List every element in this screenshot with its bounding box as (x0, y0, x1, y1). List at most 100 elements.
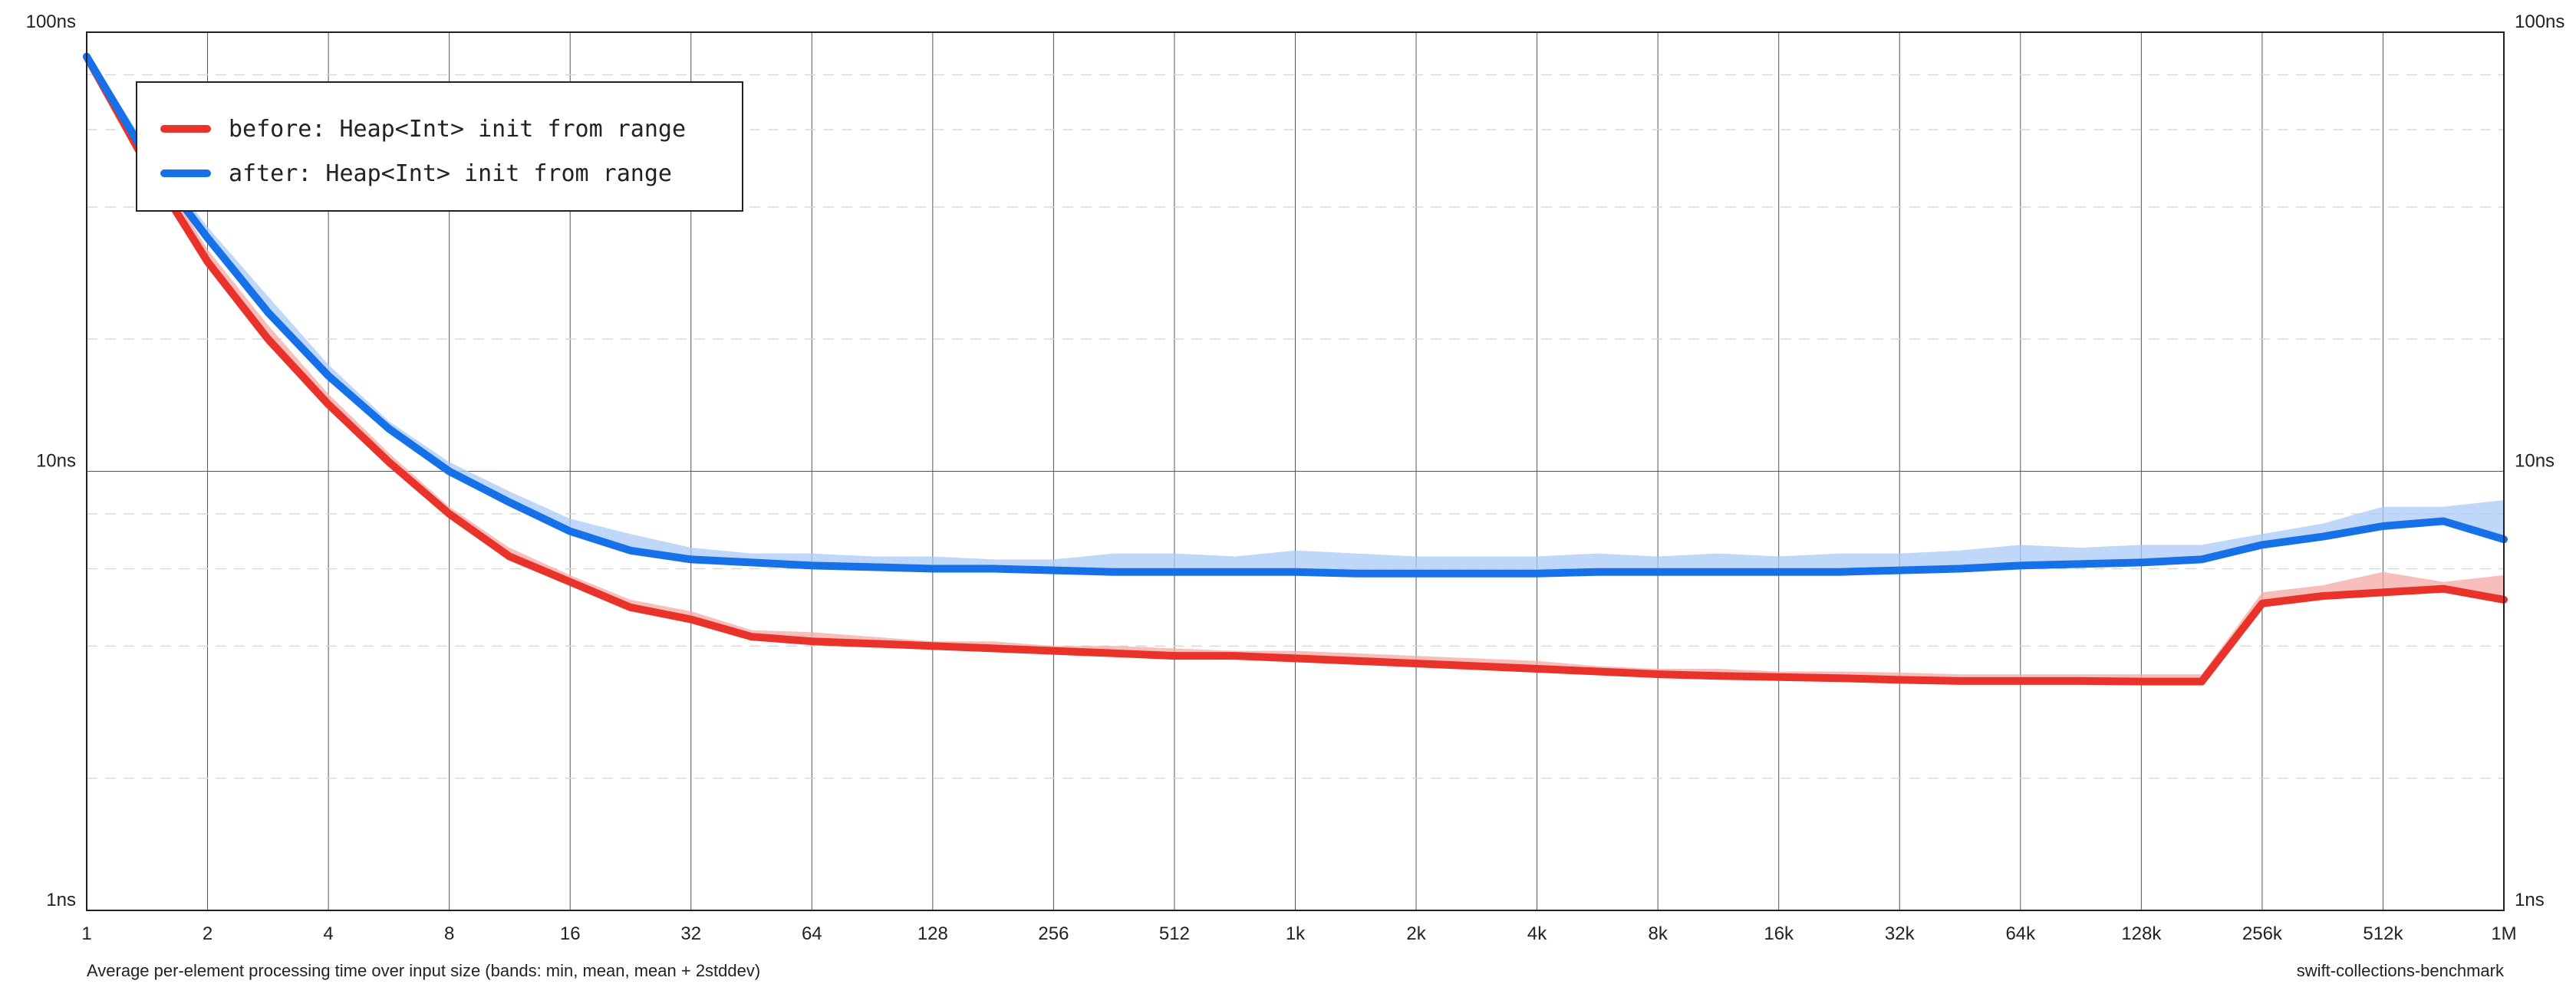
series-1-point (1533, 666, 1540, 672)
series-2-point (1171, 568, 1178, 575)
series-2-point (2017, 562, 2024, 569)
series-1-point (869, 640, 876, 647)
x-tick-label: 128k (2121, 923, 2162, 944)
series-1-point (2017, 677, 2024, 684)
series-2-point (1292, 568, 1299, 575)
x-tick-label: 1k (1286, 923, 1306, 944)
series-2-point (386, 426, 392, 432)
x-tick-label: 1M (2491, 923, 2516, 944)
x-tick-label: 2 (203, 923, 212, 944)
series-2-point (2319, 533, 2326, 540)
legend: before: Heap<Int> init from range after: … (136, 81, 743, 212)
series-1-point (929, 643, 936, 650)
series-1-point (1836, 675, 1843, 682)
series-1-point (1594, 668, 1601, 675)
series-1-point (687, 616, 694, 623)
series-2-point (2380, 523, 2387, 529)
series-2-point (627, 547, 634, 554)
series-1-point (2380, 589, 2387, 596)
series-1-point (627, 604, 634, 611)
series-1-point (1050, 647, 1057, 654)
series-1-point (2077, 677, 2084, 684)
y-tick-label-left: 10ns (36, 451, 76, 472)
series-2-point (929, 565, 936, 572)
series-1-point (1171, 653, 1178, 660)
credit-label: swift-collections-benchmark (2297, 961, 2505, 980)
series-1-point (2138, 678, 2145, 685)
x-tick-label: 128 (917, 923, 948, 944)
series-1-point (386, 459, 392, 466)
series-1-point (1292, 655, 1299, 662)
series-1-point (265, 336, 272, 343)
y-tick-label-right: 100ns (2515, 12, 2564, 32)
series-1-point (2440, 585, 2447, 592)
x-tick-label: 16 (560, 923, 581, 944)
series-2-point (809, 562, 815, 569)
x-tick-label: 1 (81, 923, 91, 944)
series-2-point (1352, 570, 1359, 577)
series-2-point (990, 565, 996, 572)
series-2-point (1413, 570, 1420, 577)
series-2-point (869, 564, 876, 571)
series-2-point (1775, 568, 1782, 575)
series-2-point (1473, 570, 1480, 577)
x-axis-ticks: 1 2 4 8 16 32 64 128 256 512 1k 2k 4k 8k 16k 32k 64k 128k… (81, 923, 2516, 944)
series-2-point (2138, 559, 2145, 566)
series-1-point (567, 578, 574, 585)
series-1-point (204, 258, 211, 265)
series-2-point (1957, 565, 1963, 572)
plot-frame (86, 31, 2505, 911)
series-2-point (1594, 568, 1601, 575)
series-1-point (2258, 600, 2265, 607)
x-tick-label: 256k (2242, 923, 2283, 944)
x-tick-label: 256 (1038, 923, 1069, 944)
series-2-point (1836, 568, 1843, 575)
series-2-point (1655, 568, 1662, 575)
series-1-point (1111, 650, 1118, 657)
series-1-point (1352, 657, 1359, 664)
series-1-point (1473, 663, 1480, 670)
series-2-point (1715, 568, 1721, 575)
y-axis-ticks: 100ns 100ns 10ns 10ns 1ns 1ns (26, 12, 2565, 910)
x-tick-label: 32k (1885, 923, 1916, 944)
x-tick-label: 2k (1406, 923, 1426, 944)
series-2-point (1896, 567, 1903, 574)
series-1-point (1896, 676, 1903, 683)
series-1-point (990, 645, 996, 652)
series-1-point (1655, 671, 1662, 678)
y-tick-label-left: 1ns (46, 890, 76, 910)
series-2-point (1050, 567, 1057, 574)
series-2-point (2077, 561, 2084, 568)
series-2-point (2258, 541, 2265, 548)
series-2-point (325, 373, 332, 379)
series-1-point (748, 634, 755, 640)
x-tick-label: 8k (1648, 923, 1668, 944)
series-2-point (748, 559, 755, 566)
legend-box (136, 81, 743, 212)
series-2-point (1533, 570, 1540, 577)
x-tick-label: 8 (444, 923, 454, 944)
series-1-point (325, 401, 332, 408)
x-tick-label: 32 (680, 923, 701, 944)
series-2-point (2440, 518, 2447, 525)
series-1-point (1957, 677, 1963, 684)
series-1-point (1775, 673, 1782, 680)
series-2-point (204, 235, 211, 242)
series-lines (83, 52, 2508, 686)
series-2-point (567, 528, 574, 535)
series-2-point (506, 499, 513, 505)
series-1-point (506, 553, 513, 560)
x-tick-label: 4 (323, 923, 333, 944)
x-axis-label: Average per-element processing time over… (87, 961, 760, 980)
series-2-point (265, 309, 272, 316)
series-1-point (1413, 660, 1420, 667)
y-tick-label-left: 100ns (26, 12, 76, 32)
series-1-point (2319, 593, 2326, 600)
legend-label-2: after: Heap<Int> init from range (229, 160, 672, 187)
series-1-point (1715, 673, 1721, 680)
y-tick-label-right: 1ns (2515, 890, 2545, 910)
series-1-point (2199, 678, 2205, 685)
series-2-point (1231, 568, 1238, 575)
series-1-point (809, 638, 815, 645)
